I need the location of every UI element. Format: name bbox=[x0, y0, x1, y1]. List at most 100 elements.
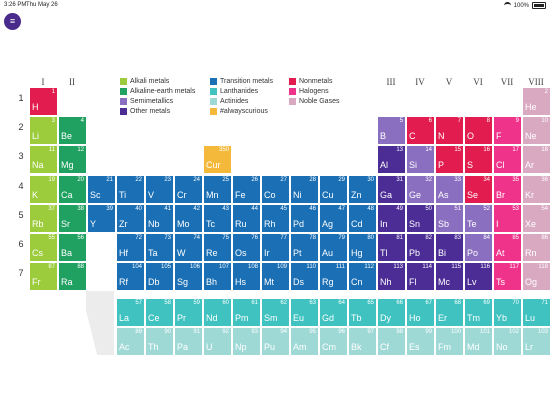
element-cell-li[interactable]: 3 Li bbox=[30, 117, 57, 145]
element-cell-tl[interactable]: 81 Tl bbox=[378, 234, 405, 261]
element-cell-ir[interactable]: 77 Ir bbox=[262, 234, 289, 261]
element-cell-y[interactable]: 39 Y bbox=[88, 204, 115, 232]
element-cell-th[interactable]: 90 Th bbox=[146, 328, 173, 355]
element-cell-se[interactable]: 34 Se bbox=[465, 175, 492, 203]
element-cell-be[interactable]: 4 Be bbox=[59, 117, 86, 145]
element-cell-ti[interactable]: 22 Ti bbox=[117, 175, 144, 203]
element-cell-te[interactable]: 52 Te bbox=[465, 204, 492, 232]
element-cell-mn[interactable]: 25 Mn bbox=[204, 175, 231, 203]
element-cell-lr[interactable]: 103 Lr bbox=[523, 328, 550, 355]
element-cell-rh[interactable]: 45 Rh bbox=[262, 204, 289, 232]
element-cell-og[interactable]: 118 Og bbox=[523, 263, 550, 291]
element-cell-np[interactable]: 93 Np bbox=[233, 328, 260, 355]
element-cell-mo[interactable]: 42 Mo bbox=[175, 204, 202, 232]
element-cell-sr[interactable]: 38 Sr bbox=[59, 204, 86, 232]
element-cell-pb[interactable]: 82 Pb bbox=[407, 234, 434, 261]
element-cell-xe[interactable]: 54 Xe bbox=[523, 204, 550, 232]
element-cell-po[interactable]: 84 Po bbox=[465, 234, 492, 261]
element-cell-es[interactable]: 99 Es bbox=[407, 328, 434, 355]
element-cell-tb[interactable]: 65 Tb bbox=[349, 299, 376, 326]
element-cell-ce[interactable]: 58 Ce bbox=[146, 299, 173, 326]
element-cell-rf[interactable]: 104 Rf bbox=[117, 263, 144, 291]
element-cell-zr[interactable]: 40 Zr bbox=[117, 204, 144, 232]
element-cell-la[interactable]: 57 La bbox=[117, 299, 144, 326]
element-cell-dy[interactable]: 66 Dy bbox=[378, 299, 405, 326]
element-cell-nd[interactable]: 60 Nd bbox=[204, 299, 231, 326]
element-cell-br[interactable]: 35 Br bbox=[494, 175, 521, 203]
element-cell-sc[interactable]: 21 Sc bbox=[88, 175, 115, 203]
element-cell-cl[interactable]: 17 Cl bbox=[494, 146, 521, 174]
element-cell-na[interactable]: 11 Na bbox=[30, 146, 57, 174]
element-cell-am[interactable]: 95 Am bbox=[291, 328, 318, 355]
element-cell-eu[interactable]: 63 Eu bbox=[291, 299, 318, 326]
element-cell-sb[interactable]: 51 Sb bbox=[436, 204, 463, 232]
element-cell-yb[interactable]: 70 Yb bbox=[494, 299, 521, 326]
element-cell-he[interactable]: 2 He bbox=[523, 88, 550, 115]
element-cell-tc[interactable]: 43 Tc bbox=[204, 204, 231, 232]
element-cell-al[interactable]: 13 Al bbox=[378, 146, 405, 174]
element-cell-ac[interactable]: 89 Ac bbox=[117, 328, 144, 355]
element-cell-fm[interactable]: 100 Fm bbox=[436, 328, 463, 355]
element-cell-ge[interactable]: 32 Ge bbox=[407, 175, 434, 203]
menu-button[interactable]: ≡ bbox=[4, 13, 21, 30]
element-cell-sm[interactable]: 62 Sm bbox=[262, 299, 289, 326]
element-cell-rg[interactable]: 111 Rg bbox=[320, 263, 347, 291]
element-cell-fl[interactable]: 114 Fl bbox=[407, 263, 434, 291]
element-cell-p[interactable]: 15 P bbox=[436, 146, 463, 174]
element-cell-cr[interactable]: 24 Cr bbox=[175, 175, 202, 203]
element-cell-kr[interactable]: 36 Kr bbox=[523, 175, 550, 203]
element-cell-zn[interactable]: 30 Zn bbox=[349, 175, 376, 203]
element-cell-in[interactable]: 49 In bbox=[378, 204, 405, 232]
element-cell-s[interactable]: 16 S bbox=[465, 146, 492, 174]
element-cell-rb[interactable]: 37 Rb bbox=[30, 204, 57, 232]
element-cell-ta[interactable]: 73 Ta bbox=[146, 234, 173, 261]
element-cell-tm[interactable]: 69 Tm bbox=[465, 299, 492, 326]
element-cell-cd[interactable]: 48 Cd bbox=[349, 204, 376, 232]
element-cell-ca[interactable]: 20 Ca bbox=[59, 175, 86, 203]
element-cell-cur[interactable]: 350 Cur bbox=[204, 146, 231, 174]
element-cell-fe[interactable]: 26 Fe bbox=[233, 175, 260, 203]
element-cell-mc[interactable]: 115 Mc bbox=[436, 263, 463, 291]
element-cell-db[interactable]: 105 Db bbox=[146, 263, 173, 291]
element-cell-ts[interactable]: 117 Ts bbox=[494, 263, 521, 291]
element-cell-sn[interactable]: 50 Sn bbox=[407, 204, 434, 232]
element-cell-bi[interactable]: 83 Bi bbox=[436, 234, 463, 261]
element-cell-k[interactable]: 19 K bbox=[30, 175, 57, 203]
element-cell-ba[interactable]: 56 Ba bbox=[59, 234, 86, 261]
element-cell-no[interactable]: 102 No bbox=[494, 328, 521, 355]
element-cell-hf[interactable]: 72 Hf bbox=[117, 234, 144, 261]
element-cell-rn[interactable]: 86 Rn bbox=[523, 234, 550, 261]
element-cell-cs[interactable]: 55 Cs bbox=[30, 234, 57, 261]
element-cell-mt[interactable]: 109 Mt bbox=[262, 263, 289, 291]
element-cell-pd[interactable]: 46 Pd bbox=[291, 204, 318, 232]
element-cell-bh[interactable]: 107 Bh bbox=[204, 263, 231, 291]
element-cell-hs[interactable]: 108 Hs bbox=[233, 263, 260, 291]
element-cell-as[interactable]: 33 As bbox=[436, 175, 463, 203]
element-cell-cn[interactable]: 112 Cn bbox=[349, 263, 376, 291]
element-cell-ne[interactable]: 10 Ne bbox=[523, 117, 550, 145]
element-cell-re[interactable]: 75 Re bbox=[204, 234, 231, 261]
element-cell-nh[interactable]: 113 Nh bbox=[378, 263, 405, 291]
element-cell-bk[interactable]: 97 Bk bbox=[349, 328, 376, 355]
element-cell-hg[interactable]: 80 Hg bbox=[349, 234, 376, 261]
element-cell-i[interactable]: 53 I bbox=[494, 204, 521, 232]
element-cell-ru[interactable]: 44 Ru bbox=[233, 204, 260, 232]
element-cell-os[interactable]: 76 Os bbox=[233, 234, 260, 261]
element-cell-at[interactable]: 85 At bbox=[494, 234, 521, 261]
element-cell-er[interactable]: 68 Er bbox=[436, 299, 463, 326]
element-cell-au[interactable]: 79 Au bbox=[320, 234, 347, 261]
element-cell-si[interactable]: 14 Si bbox=[407, 146, 434, 174]
element-cell-ga[interactable]: 31 Ga bbox=[378, 175, 405, 203]
element-cell-cf[interactable]: 98 Cf bbox=[378, 328, 405, 355]
element-cell-mg[interactable]: 12 Mg bbox=[59, 146, 86, 174]
element-cell-pm[interactable]: 61 Pm bbox=[233, 299, 260, 326]
element-cell-ni[interactable]: 28 Ni bbox=[291, 175, 318, 203]
element-cell-pu[interactable]: 94 Pu bbox=[262, 328, 289, 355]
element-cell-gd[interactable]: 64 Gd bbox=[320, 299, 347, 326]
element-cell-ho[interactable]: 67 Ho bbox=[407, 299, 434, 326]
